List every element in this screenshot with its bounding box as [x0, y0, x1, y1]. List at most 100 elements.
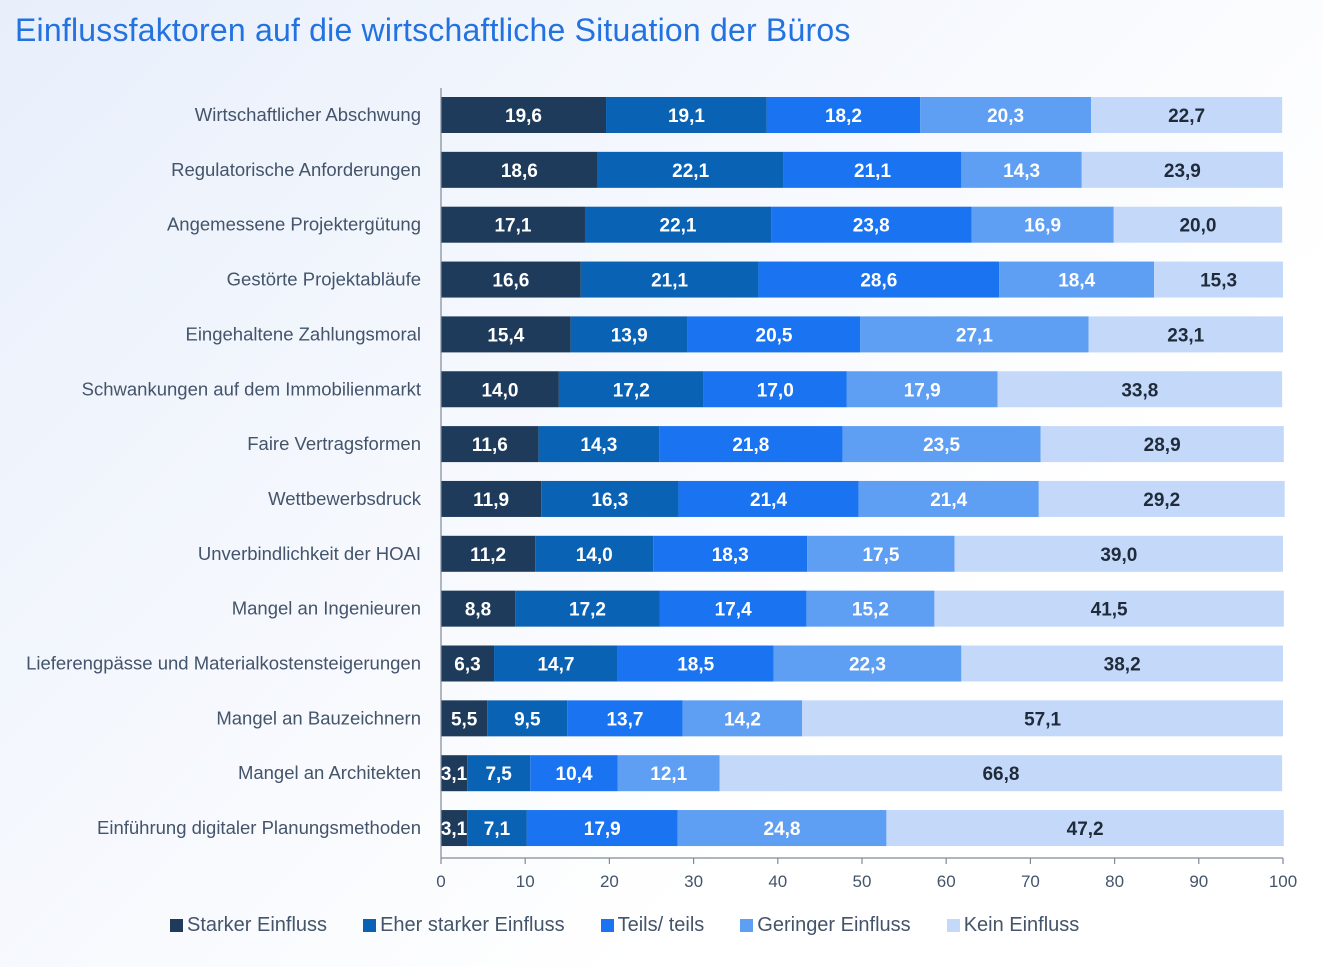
- category-label: Lieferengpässe und Materialkostensteiger…: [26, 653, 421, 674]
- data-label: 15,2: [852, 600, 889, 621]
- legend-swatch: [946, 919, 960, 932]
- category-label: Gestörte Projektabläufe: [227, 269, 421, 290]
- legend-item: Eher starker Einfluss: [363, 914, 565, 937]
- data-label: 21,4: [750, 490, 787, 511]
- legend-label: Eher starker Einfluss: [380, 914, 565, 936]
- x-tick-label: 0: [436, 872, 445, 891]
- data-label: 22,1: [660, 216, 697, 237]
- bar-segment: [807, 535, 955, 572]
- data-label: 7,1: [484, 819, 511, 840]
- legend-item: Starker Einfluss: [170, 914, 327, 937]
- bar-segment: [441, 371, 559, 408]
- data-label: 21,1: [854, 161, 891, 182]
- bars-group: 19,6 19,1 18,2 20,3 22,7 18,6 22,1 21,1 14,3 23,9…: [441, 97, 1285, 847]
- data-label: 17,9: [904, 380, 941, 401]
- bar-segment: [846, 371, 998, 408]
- bar-segment: [860, 316, 1089, 353]
- bar-segment: [999, 261, 1155, 298]
- bar-segment: [441, 426, 539, 463]
- category-labels-group: Wirtschaftlicher Abschwung Regulatorische…: [26, 104, 422, 838]
- data-label: 20,0: [1179, 216, 1216, 237]
- data-label: 8,8: [465, 600, 491, 621]
- data-label: 21,8: [732, 435, 769, 456]
- legend-item: Kein Einfluss: [946, 914, 1080, 937]
- bar-segment: [467, 755, 531, 792]
- x-tick-label: 20: [600, 872, 619, 891]
- chart-legend: Starker Einfluss Eher starker Einfluss Tei…: [170, 914, 1079, 937]
- data-label: 14,3: [1003, 161, 1040, 182]
- legend-swatch: [740, 919, 754, 932]
- bar-segment: [584, 206, 772, 243]
- bar-segment: [677, 810, 887, 847]
- legend-label: Starker Einfluss: [187, 914, 328, 936]
- bar-segment: [441, 206, 585, 243]
- data-label: 29,2: [1143, 490, 1180, 511]
- data-label: 17,1: [494, 216, 531, 237]
- data-label: 14,2: [724, 709, 761, 730]
- bar-segment: [886, 810, 1284, 847]
- data-label: 5,5: [451, 709, 478, 730]
- bar-segment: [467, 810, 527, 847]
- bar-segment: [538, 426, 660, 463]
- bar-segment: [597, 151, 784, 188]
- data-label: 14,0: [481, 380, 518, 401]
- bar-segment: [606, 97, 767, 133]
- data-label: 66,8: [982, 764, 1019, 785]
- bar-segment: [617, 645, 774, 682]
- data-label: 17,9: [584, 819, 621, 840]
- bar-segment: [920, 97, 1092, 133]
- data-label: 18,5: [677, 655, 714, 676]
- bar-segment: [678, 480, 859, 517]
- data-label: 17,2: [613, 380, 650, 401]
- data-label: 11,9: [473, 490, 509, 511]
- category-label: Mangel an Bauzeichnern: [216, 707, 421, 728]
- x-tick-label: 50: [853, 872, 872, 891]
- data-label: 6,3: [454, 655, 480, 676]
- data-label: 14,3: [580, 435, 617, 456]
- x-tick-label: 10: [516, 872, 535, 891]
- data-label: 3,1: [441, 764, 468, 785]
- bar-segment: [842, 426, 1041, 463]
- data-label: 13,9: [611, 325, 648, 346]
- data-label: 20,3: [987, 106, 1024, 127]
- bar-segment: [1081, 151, 1283, 188]
- data-label: 16,6: [492, 271, 529, 292]
- data-label: 22,7: [1168, 106, 1205, 127]
- bar-segment: [580, 261, 759, 298]
- bar-segment: [1154, 261, 1283, 298]
- bar-segment: [570, 316, 688, 353]
- x-axis: 0 10 20 30 40 50 60 70 80 90 100: [436, 88, 1297, 891]
- data-label: 21,4: [930, 490, 967, 511]
- x-tick-label: 90: [1189, 872, 1208, 891]
- data-label: 16,3: [591, 490, 628, 511]
- data-label: 33,8: [1121, 380, 1158, 401]
- bar-segment: [802, 700, 1283, 737]
- data-label: 17,5: [862, 545, 899, 566]
- bar-segment: [441, 151, 598, 188]
- bar-segment: [441, 645, 495, 682]
- legend-label: Teils/ teils: [617, 914, 705, 936]
- legend-swatch: [600, 919, 614, 932]
- bar-segment: [961, 151, 1082, 188]
- category-label: Faire Vertragsformen: [247, 433, 421, 454]
- legend-label: Kein Einfluss: [963, 914, 1080, 936]
- bar-segment: [567, 700, 683, 737]
- bar-segment: [961, 645, 1283, 682]
- bar-segment: [441, 480, 542, 517]
- bar-segment: [487, 700, 568, 737]
- category-label: Schwankungen auf dem Immobilienmarkt: [82, 378, 421, 399]
- bar-segment: [766, 97, 921, 133]
- legend-item: Geringer Einfluss: [740, 914, 911, 937]
- data-label: 18,3: [712, 545, 749, 566]
- x-tick-label: 40: [768, 872, 787, 891]
- bar-segment: [954, 535, 1283, 572]
- category-label: Eingehaltene Zahlungsmoral: [185, 323, 421, 344]
- data-label: 23,9: [1164, 161, 1201, 182]
- data-label: 27,1: [956, 325, 993, 346]
- legend-swatch: [363, 919, 377, 932]
- data-label: 19,6: [505, 106, 542, 127]
- bar-segment: [1088, 316, 1283, 353]
- bar-segment: [1091, 97, 1283, 133]
- bar-segment: [515, 590, 660, 627]
